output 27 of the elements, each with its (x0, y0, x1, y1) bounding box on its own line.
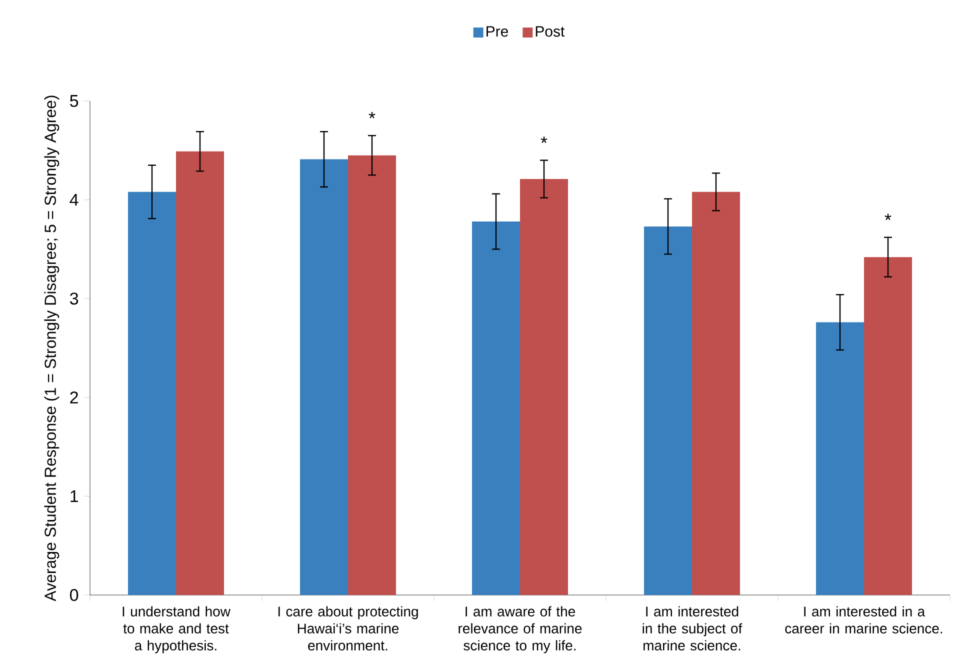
x-tick-label: I am interested in a career in marine science. (785, 606, 942, 634)
bar (176, 151, 224, 595)
x-tick-label: I care about protecting Hawai‘i’s marine environment. (278, 606, 418, 650)
y-tick-label: 1 (70, 490, 78, 502)
y-axis-title: Average Student Response (1 = Strongly Disagree; 5 = Strongly Agree) (44, 96, 60, 602)
legend-label: Post (536, 26, 565, 37)
y-tick-label: 5 (70, 95, 78, 107)
y-tick-label: 2 (70, 391, 78, 404)
bar (472, 222, 520, 595)
bar (816, 322, 864, 595)
bar (128, 192, 176, 595)
x-tick-label: I am interested in the subject of marine science. (642, 606, 742, 650)
bar (644, 226, 692, 595)
bar (300, 159, 348, 595)
bar (348, 155, 396, 595)
y-tick-label: 0 (70, 588, 78, 602)
y-tick-label: 4 (70, 194, 78, 206)
bar (692, 192, 740, 595)
annotation: * (884, 214, 892, 220)
x-tick-label: I am aware of the relevance of marine science to my life. (458, 606, 582, 654)
legend-label: Pre (486, 26, 508, 37)
bar (864, 257, 912, 595)
y-tick-label: 3 (70, 292, 78, 305)
annotation: * (368, 112, 376, 118)
annotation: * (540, 136, 548, 144)
bar (520, 179, 568, 595)
x-tick-label: I understand how to make and test a hypothesis. (122, 606, 230, 654)
